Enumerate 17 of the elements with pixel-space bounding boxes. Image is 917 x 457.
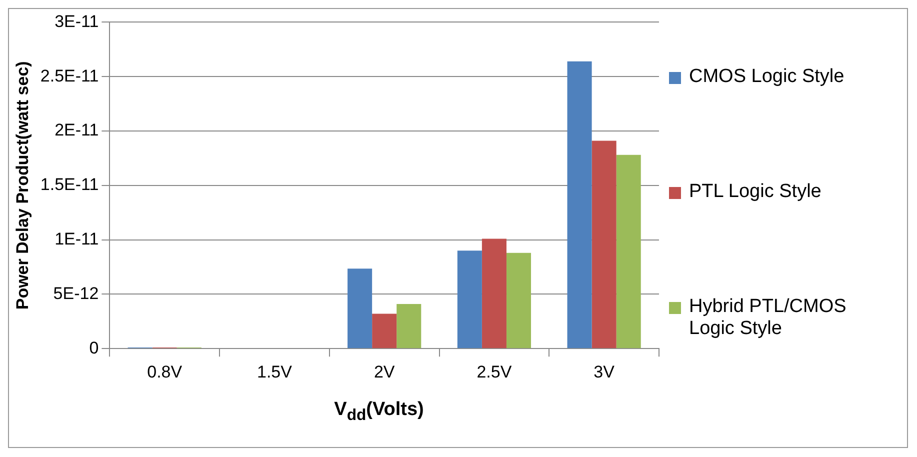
x-axis-title: V$_{dd}$(Volts) bbox=[333, 399, 425, 425]
y-tick-label: 5E-12 bbox=[53, 284, 99, 303]
x-tick-label: 2V bbox=[374, 362, 396, 382]
x-tick-label: 1.5V bbox=[256, 362, 293, 382]
x-tick-label: 0.8V bbox=[147, 362, 183, 382]
y-axis-title: Power Delay Product(watt sec) bbox=[12, 61, 32, 310]
x-tick-label: 3V bbox=[594, 362, 616, 382]
y-tick-label: 3E-11 bbox=[54, 12, 99, 31]
y-tick-label: 1E-11 bbox=[54, 229, 99, 248]
x-tick-label: 2.5V bbox=[476, 362, 512, 382]
legend-label: CMOS Logic Style bbox=[689, 66, 844, 88]
y-tick-label: 0 bbox=[89, 338, 99, 358]
y-tick-label: 2E-11 bbox=[54, 120, 99, 140]
legend-label: Hybrid PTL/CMOS Logic Style bbox=[689, 296, 848, 340]
y-tick-label: 1.5E-11 bbox=[40, 175, 99, 194]
y-tick-label: 2.5E-11 bbox=[40, 66, 99, 86]
legend-label: PTL Logic Style bbox=[689, 180, 822, 203]
